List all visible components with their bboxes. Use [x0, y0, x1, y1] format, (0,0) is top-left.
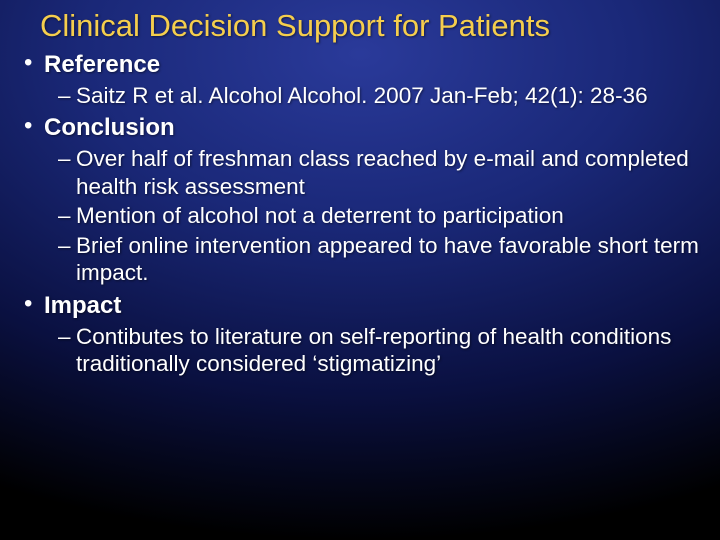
sub-item: Mention of alcohol not a deterrent to pa…	[58, 202, 702, 229]
sub-item: Contibutes to literature on self-reporti…	[58, 323, 702, 378]
slide: Clinical Decision Support for Patients R…	[0, 0, 720, 540]
bullet-label: Impact	[44, 292, 121, 319]
sub-list: Saitz R et al. Alcohol Alcohol. 2007 Jan…	[44, 82, 702, 109]
sub-item: Saitz R et al. Alcohol Alcohol. 2007 Jan…	[58, 82, 702, 109]
bullet-list: Reference Saitz R et al. Alcohol Alcohol…	[18, 50, 702, 378]
bullet-reference: Reference Saitz R et al. Alcohol Alcohol…	[22, 50, 702, 109]
slide-title: Clinical Decision Support for Patients	[40, 8, 702, 44]
sub-list: Contibutes to literature on self-reporti…	[44, 323, 702, 378]
sub-list: Over half of freshman class reached by e…	[44, 145, 702, 286]
bullet-conclusion: Conclusion Over half of freshman class r…	[22, 113, 702, 286]
bullet-label: Reference	[44, 51, 160, 78]
sub-item: Brief online intervention appeared to ha…	[58, 232, 702, 287]
bullet-label: Conclusion	[44, 114, 175, 141]
sub-item: Over half of freshman class reached by e…	[58, 145, 702, 200]
bullet-impact: Impact Contibutes to literature on self-…	[22, 291, 702, 378]
